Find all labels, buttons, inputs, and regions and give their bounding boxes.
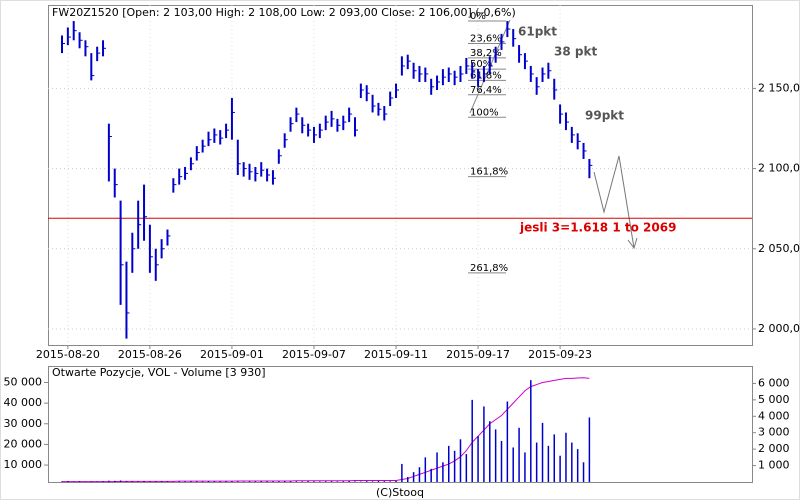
x-tick-label: 2015-09-07 <box>282 348 346 361</box>
volume-panel <box>48 366 753 483</box>
y2-tick-label: 3 000 <box>758 426 790 439</box>
y2-tick-label: 5 000 <box>758 393 790 406</box>
y2-tick-label: 1 000 <box>758 459 790 472</box>
y2-tick-label: 4 000 <box>758 409 790 422</box>
x-tick-label: 2015-09-01 <box>200 348 264 361</box>
y-tick-label: 30 000 <box>4 417 43 430</box>
chart-title: FW20Z1520 [Open: 2 103,00 High: 2 108,00… <box>52 6 516 19</box>
x-tick-label: 2015-09-11 <box>364 348 428 361</box>
y-tick-label: 20 000 <box>4 437 43 450</box>
fib-label: 0% <box>470 11 486 22</box>
open-interest-line <box>62 377 590 483</box>
projection-arrow <box>627 237 638 250</box>
fib-label: 261,8% <box>470 263 508 274</box>
projection <box>593 155 635 249</box>
annotation: 61pkt <box>518 25 557 39</box>
fib-label: 76,4% <box>470 85 502 96</box>
price-panel <box>48 5 753 346</box>
y2-tick-label: 2 000 <box>758 442 790 455</box>
annotation: 38 pkt <box>554 45 597 59</box>
y-tick-label: 10 000 <box>4 458 43 471</box>
fib-label: 23,6% <box>470 33 502 44</box>
fib-label: 38,2% <box>470 48 502 59</box>
x-tick-label: 2015-08-26 <box>118 348 182 361</box>
y2-tick-label: 6 000 <box>758 376 790 389</box>
annotation: 99pkt <box>585 109 624 123</box>
volume-title: Otwarte Pozycje, VOL - Volume [3 930] <box>52 366 266 379</box>
x-tick-label: 2015-09-17 <box>446 348 510 361</box>
y-tick-label: 2 100,0 <box>758 162 800 175</box>
fib-label: 50% <box>470 59 492 70</box>
source: (C)Stooq <box>376 486 424 499</box>
fib-label: 100% <box>470 107 499 118</box>
y-tick-label: 50 000 <box>4 375 43 388</box>
fib-label: 161,8% <box>470 167 508 178</box>
y-tick-label: 40 000 <box>4 396 43 409</box>
y-tick-label: 2 150,0 <box>758 81 800 94</box>
annotation: jesli 3=1.618 1 to 2069 <box>519 221 676 235</box>
y-tick-label: 2 050,0 <box>758 242 800 255</box>
x-tick-label: 2015-09-23 <box>528 348 592 361</box>
fib-label: 61,8% <box>470 70 502 81</box>
x-tick-label: 2015-08-20 <box>36 348 100 361</box>
y-tick-label: 2 000,0 <box>758 322 800 335</box>
